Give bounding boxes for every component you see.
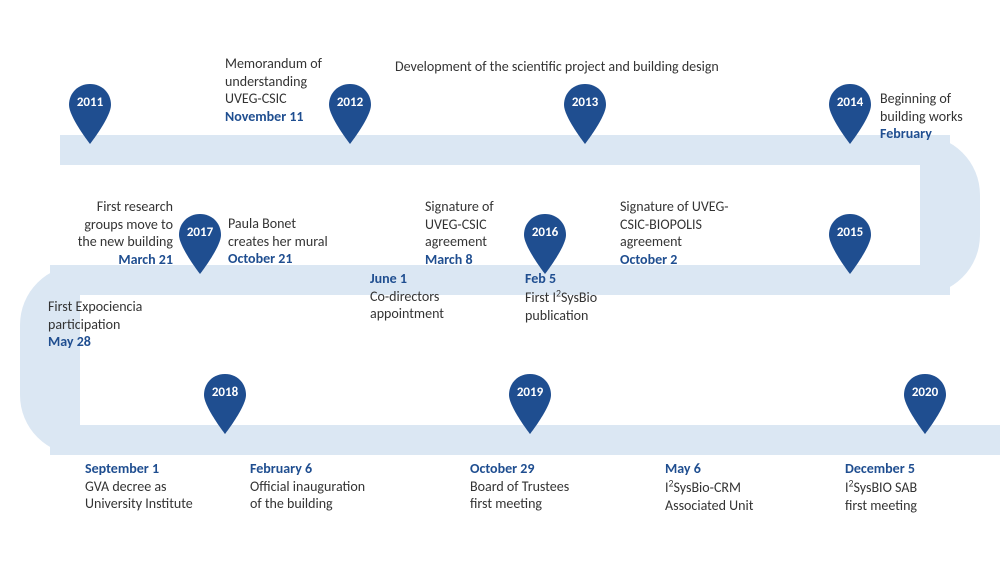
event-expo: First Expociencia participation May 28 (48, 298, 188, 351)
event-mou: Memorandum of understanding UVEG-CSIC No… (225, 55, 355, 125)
track-row-2 (50, 265, 950, 295)
year-pin-label: 2019 (507, 385, 553, 400)
track-row-3 (50, 425, 1000, 455)
year-pin-label: 2015 (827, 225, 873, 240)
timeline-canvas: 2011201220132014201520162017201820192020… (0, 0, 1000, 563)
year-pin-label: 2011 (67, 95, 113, 110)
sab-line-1: I2SysBIO SAB (845, 479, 917, 496)
event-move: First research groups move to the new bu… (48, 198, 173, 268)
crm-line-2: Associated Unit (665, 497, 753, 514)
track-row-1 (60, 135, 950, 165)
year-pin-label: 2016 (522, 225, 568, 240)
event-sigagree: Signature of UVEG-CSIC agreement March 8 (425, 198, 525, 268)
crm-line-1: I2SysBio-CRM (665, 479, 741, 496)
year-pin-label: 2017 (177, 225, 223, 240)
year-pin-label: 2014 (827, 95, 873, 110)
event-firstpub: Feb 5 First I2SysBio publication (525, 270, 635, 324)
event-gva: September 1 GVA decree as University Ins… (85, 460, 235, 513)
event-mural: Paula Bonet creates her mural October 21 (228, 215, 363, 268)
event-beginworks: Beginning of building works February (880, 90, 990, 143)
event-sab: December 5 I2SysBIO SAB first meeting (845, 460, 985, 514)
year-pin-label: 2013 (562, 95, 608, 110)
event-biopolis: Signature of UVEG- CSIC-BIOPOLIS agreeme… (620, 198, 770, 268)
event-devproj: Development of the scientific project an… (395, 58, 815, 76)
year-pin-label: 2018 (202, 385, 248, 400)
event-trustees: October 29 Board of Trustees first meeti… (470, 460, 620, 513)
year-pin-label: 2020 (902, 385, 948, 400)
sab-line-2: first meeting (845, 497, 917, 514)
event-inaug: February 6 Official inauguration of the … (250, 460, 410, 513)
event-codir: June 1 Co-directors appointment (370, 270, 480, 323)
event-crm: May 6 I2SysBio-CRM Associated Unit (665, 460, 805, 514)
